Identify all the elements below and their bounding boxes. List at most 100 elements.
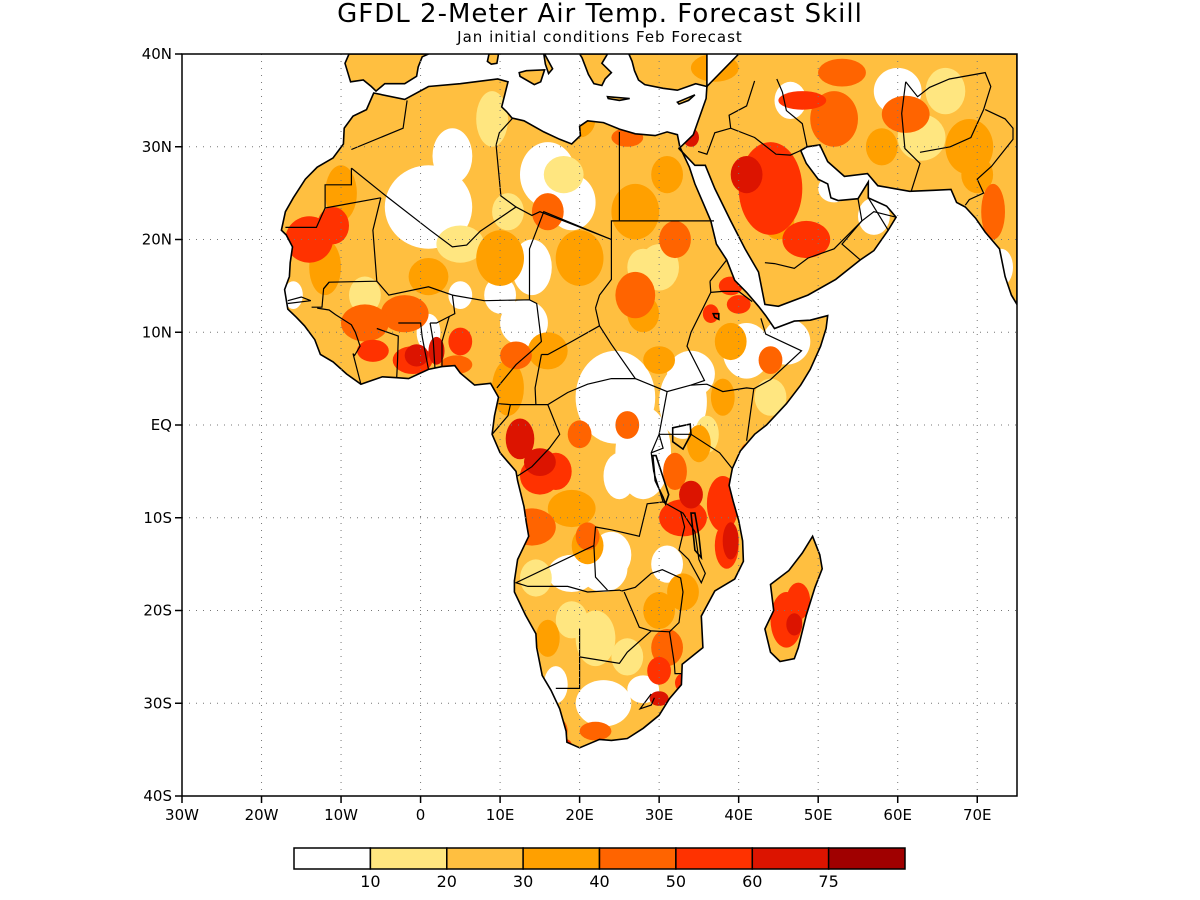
shade-region-92 — [818, 58, 866, 87]
shade-region-36 — [520, 559, 552, 597]
shade-region-113 — [702, 304, 719, 324]
coastline-6 — [486, 54, 500, 66]
border-35 — [324, 197, 381, 209]
shade-region-15 — [651, 545, 683, 583]
shade-region-73 — [615, 271, 656, 319]
border-0 — [285, 168, 352, 228]
colorbar-label-1: 20 — [437, 872, 457, 891]
border-45 — [964, 109, 1014, 206]
shade-region-116 — [505, 418, 535, 460]
border-42 — [776, 78, 808, 147]
shade-region-35 — [555, 601, 588, 639]
map-title: GFDL 2-Meter Air Temp. Forecast Skill — [337, 0, 863, 29]
axis-ticks — [175, 53, 978, 803]
lat-label-6: 20S — [143, 602, 172, 620]
colorbar-label-6: 75 — [818, 872, 838, 891]
shade-region-85 — [567, 420, 592, 449]
border-6 — [610, 220, 714, 240]
border-33 — [311, 281, 330, 308]
coastline-1 — [764, 534, 824, 663]
shade-region-49 — [611, 183, 660, 240]
shade-region-14 — [547, 554, 596, 593]
lat-label-3: 10N — [142, 323, 172, 341]
lon-label-9: 60E — [883, 806, 912, 824]
shade-region-63 — [408, 258, 449, 296]
colorbar-label-5: 60 — [742, 872, 762, 891]
coastline-0 — [280, 78, 829, 749]
shade-region-38 — [611, 638, 644, 676]
shade-region-80 — [579, 721, 612, 741]
shade-region-103 — [786, 582, 811, 620]
shade-region-56 — [547, 489, 596, 528]
border-21 — [638, 693, 655, 710]
border-5 — [528, 210, 612, 300]
coastline-7 — [578, 54, 613, 87]
shade-region-47 — [476, 230, 524, 286]
shade-region-67 — [710, 378, 735, 416]
lat-label-8: 40S — [143, 787, 172, 805]
coastline-3 — [344, 54, 429, 93]
shade-region-9 — [667, 350, 715, 398]
shade-region-86 — [531, 193, 564, 231]
border-19 — [579, 630, 652, 665]
colorbar-label-2: 30 — [513, 872, 533, 891]
map-subtitle: Jan initial conditions Feb Forecast — [457, 28, 743, 46]
shade-region-43 — [754, 378, 787, 416]
colorbar-swatch-5 — [675, 847, 754, 870]
border-47 — [841, 211, 897, 261]
shade-region-114 — [448, 327, 473, 356]
shade-region-83 — [615, 411, 640, 439]
colorbar-label-3: 40 — [589, 872, 609, 891]
shade-region-120 — [722, 522, 739, 560]
shade-region-19 — [500, 299, 548, 347]
colorbar-swatch-4 — [598, 847, 677, 870]
shade-region-50 — [651, 156, 683, 194]
country-borders — [285, 71, 1014, 710]
shade-region-59 — [643, 591, 675, 630]
shade-region-23 — [448, 281, 473, 309]
coastline-10 — [628, 54, 708, 92]
shade-region-124 — [730, 156, 763, 194]
shade-region-87 — [659, 220, 691, 259]
colorbar-swatch-3 — [522, 847, 601, 870]
shade-region-118 — [404, 344, 429, 367]
lake-tana — [711, 312, 720, 321]
colorbar-swatch-1 — [369, 847, 448, 870]
shade-region-54 — [527, 332, 568, 370]
shade-region-122 — [786, 613, 803, 636]
border-44 — [905, 71, 992, 153]
border-27 — [650, 434, 664, 454]
shade-region-25 — [858, 197, 890, 235]
border-3 — [376, 280, 456, 324]
shade-region-60 — [687, 425, 711, 463]
border-34 — [287, 296, 312, 305]
shade-region-93 — [981, 183, 1005, 240]
colorbar-label-0: 10 — [360, 872, 380, 891]
latitude-labels: 40N 30N 20N 10N EQ 10S 20S 30S 40S — [142, 45, 172, 805]
border-1 — [351, 167, 612, 309]
border-25 — [753, 318, 803, 390]
lon-label-7: 40E — [724, 806, 753, 824]
border-26 — [710, 290, 753, 303]
lat-label-5: 10S — [143, 509, 172, 527]
border-24 — [690, 383, 755, 441]
border-28 — [317, 307, 362, 385]
shade-region-96 — [317, 207, 349, 245]
lat-label-0: 40N — [142, 45, 172, 63]
colorbar-swatch-0 — [293, 847, 372, 870]
lon-label-0: 30W — [165, 806, 199, 824]
lon-label-4: 10E — [486, 806, 515, 824]
lon-label-2: 10W — [324, 806, 358, 824]
shade-region-16 — [575, 680, 632, 727]
shade-region-111 — [555, 738, 572, 748]
border-40 — [697, 127, 801, 156]
shade-region-76 — [500, 341, 532, 370]
shade-region-69 — [961, 156, 994, 194]
shade-region-71 — [865, 128, 898, 166]
colorbar: 10 20 30 40 50 60 75 — [293, 847, 906, 891]
border-37 — [534, 354, 542, 405]
shade-region-119 — [428, 336, 445, 365]
border-30 — [398, 322, 430, 370]
lat-label-2: 20N — [142, 231, 172, 249]
gridlines — [182, 54, 1017, 796]
